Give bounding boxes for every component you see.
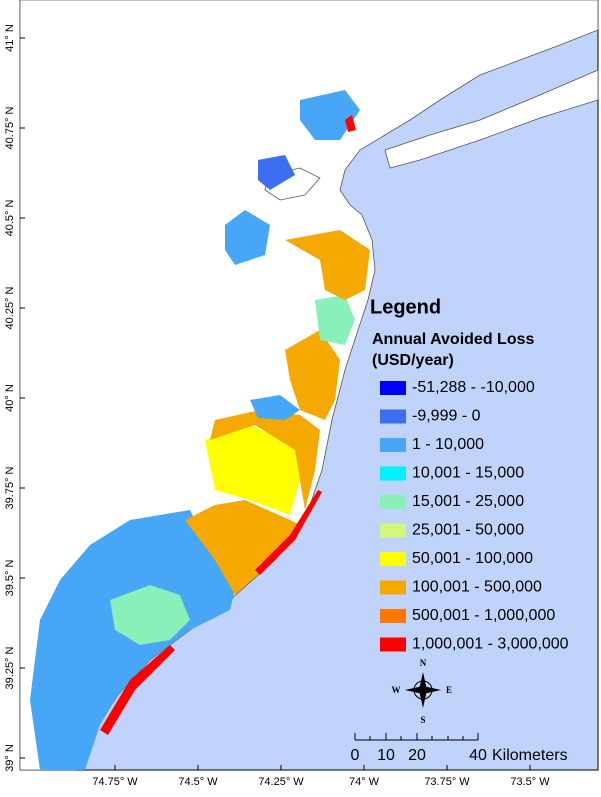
latitude-label: 40.25° N (4, 286, 16, 329)
region (285, 230, 370, 300)
coast-strip (255, 490, 322, 575)
compass-letter: W (392, 685, 401, 695)
legend-swatch (380, 409, 406, 424)
region (110, 585, 190, 645)
coast-strip (100, 645, 175, 735)
long-island (384, 69, 599, 169)
legend-swatch (380, 495, 406, 509)
longitude-label: 74.25° W (258, 776, 304, 788)
legend-swatch (380, 580, 406, 595)
scale-label: 20 (408, 747, 426, 764)
latitude-label: 39° N (4, 744, 16, 772)
region (285, 330, 340, 420)
compass-letter: S (420, 715, 425, 725)
legend-label: 10,001 - 15,000 (412, 465, 524, 482)
legend-title: Legend (370, 296, 441, 318)
legend-label: -9,999 - 0 (412, 408, 481, 425)
scale-label: 40 (469, 747, 487, 764)
region (205, 425, 300, 515)
compass (405, 672, 441, 708)
latitude-label: 40.5° N (4, 200, 16, 237)
legend-label: 1 - 10,000 (412, 436, 484, 453)
latitude-label: 39.25° N (4, 646, 16, 689)
legend-subtitle: (USD/year) (372, 352, 454, 369)
legend-swatch (380, 637, 406, 652)
latitude-label: 40.75° N (4, 106, 16, 149)
longitude-label: 74.5° W (178, 776, 218, 788)
legend-label: 50,001 - 100,000 (412, 550, 533, 567)
legend-label: 1,000,001 - 3,000,000 (412, 636, 569, 653)
latitude-label: 40° N (4, 384, 16, 412)
legend-label: 500,001 - 1,000,000 (412, 607, 555, 624)
legend-label: -51,288 - -10,000 (412, 379, 535, 396)
region (300, 90, 360, 140)
latitude-label: 39.5° N (4, 560, 16, 597)
scale-unit: Kilometers (492, 747, 568, 764)
compass-letter: N (420, 658, 427, 668)
legend-swatch (380, 609, 406, 623)
coast-strip (345, 115, 356, 132)
region (225, 210, 270, 265)
longitude-label: 73.5° W (510, 776, 550, 788)
latitude-label: 39.75° N (4, 466, 16, 509)
legend-swatch (380, 552, 406, 566)
region (185, 500, 300, 595)
longitude-label: 74° W (349, 776, 380, 788)
legend-swatch (380, 381, 406, 395)
region (315, 295, 355, 345)
longitude-label: 74.75° W (92, 776, 138, 788)
compass-letter: E (446, 685, 452, 695)
latitude-label: 41° N (4, 24, 16, 52)
region (210, 410, 320, 510)
region (250, 395, 300, 420)
legend-swatch (380, 438, 406, 452)
legend-swatch (380, 523, 406, 538)
legend-label: 100,001 - 500,000 (412, 579, 542, 596)
scale-label: 10 (377, 747, 395, 764)
legend-subtitle: Annual Avoided Loss (372, 331, 534, 348)
scale-label: 0 (351, 747, 360, 764)
legend-swatch (380, 466, 406, 481)
legend-label: 25,001 - 50,000 (412, 522, 524, 539)
legend-label: 15,001 - 25,000 (412, 493, 524, 510)
longitude-label: 73.75° W (424, 776, 470, 788)
region (258, 155, 295, 190)
